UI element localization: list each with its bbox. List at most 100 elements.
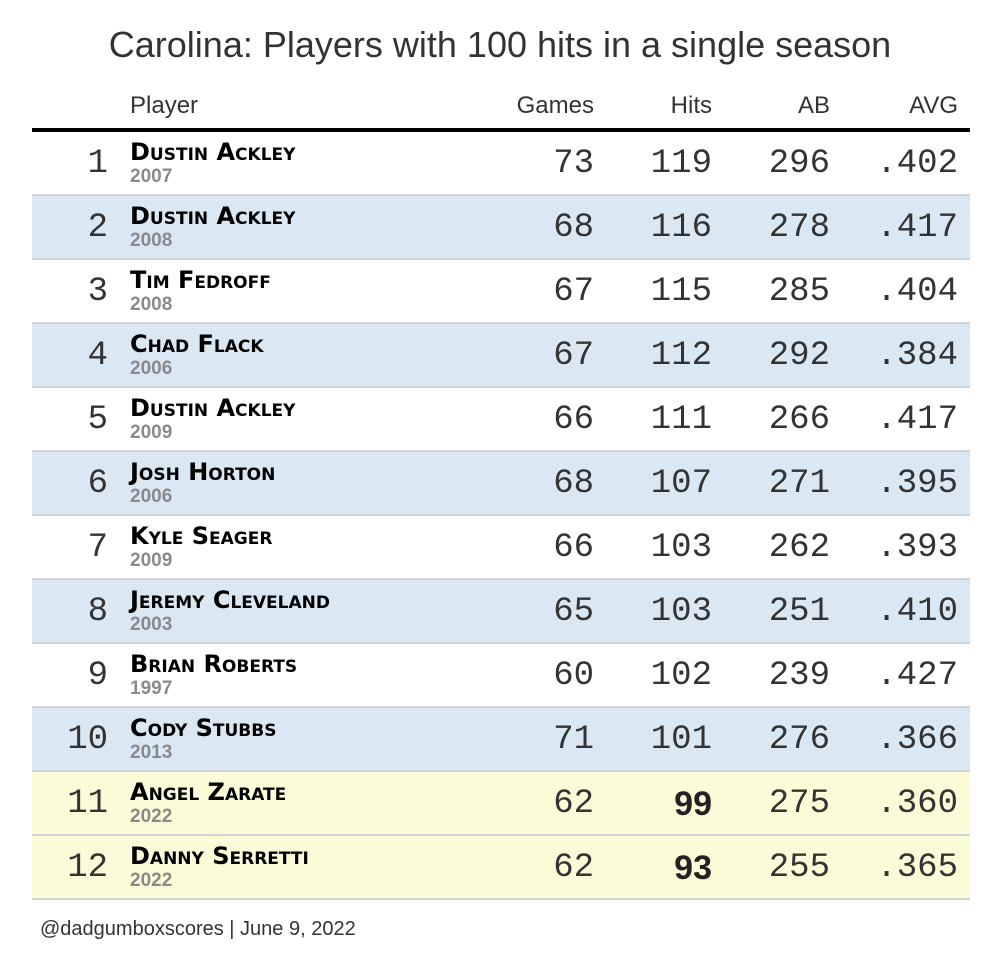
avg-cell: .402 (876, 145, 958, 183)
player-name: Brian Roberts (130, 650, 298, 678)
games-cell: 60 (553, 657, 594, 695)
avg-cell: .393 (876, 529, 958, 567)
season-year: 2009 (130, 422, 173, 443)
hits-cell: 115 (650, 273, 712, 311)
hits-cell: 119 (650, 145, 712, 183)
hits-cell: 112 (650, 337, 712, 375)
table-row: 1 Dustin Ackley 2007 73 119 296 .402 (32, 132, 970, 196)
player-name: Cody Stubbs (130, 714, 277, 742)
player-name: Angel Zarate (130, 778, 287, 806)
player-name: Jeremy Cleveland (130, 586, 330, 614)
season-year: 2022 (130, 870, 173, 891)
season-year: 2008 (130, 294, 173, 315)
player-name: Chad Flack (130, 330, 264, 358)
games-cell: 73 (553, 145, 594, 183)
hits-cell: 102 (650, 657, 712, 695)
season-year: 2003 (130, 614, 173, 635)
avg-cell: .365 (876, 849, 958, 887)
player-name: Dustin Ackley (130, 138, 296, 166)
player-name: Kyle Seager (130, 522, 273, 550)
ab-cell: 278 (768, 209, 830, 247)
hits-cell: 116 (650, 209, 712, 247)
games-cell: 67 (553, 273, 594, 311)
avg-cell: .395 (876, 465, 958, 503)
ab-cell: 251 (768, 593, 830, 631)
avg-cell: .427 (876, 657, 958, 695)
rank-cell: 2 (87, 209, 108, 247)
table-row: 11 Angel Zarate 2022 62 99 275 .360 (32, 772, 970, 836)
season-year: 2007 (130, 166, 173, 187)
rank-cell: 6 (87, 465, 108, 503)
avg-cell: .360 (876, 785, 958, 823)
rank-cell: 8 (87, 593, 108, 631)
table-row: 10 Cody Stubbs 2013 71 101 276 .366 (32, 708, 970, 772)
rank-cell: 10 (67, 721, 108, 759)
season-year: 2009 (130, 550, 173, 571)
rank-cell: 1 (87, 145, 108, 183)
table-row: 6 Josh Horton 2006 68 107 271 .395 (32, 452, 970, 516)
ab-cell: 285 (768, 273, 830, 311)
season-year: 2022 (130, 806, 173, 827)
games-cell: 66 (553, 529, 594, 567)
hits-cell: 101 (650, 721, 712, 759)
season-year: 2013 (130, 742, 173, 763)
ab-cell: 262 (768, 529, 830, 567)
ab-cell: 255 (768, 849, 830, 887)
games-cell: 67 (553, 337, 594, 375)
hits-cell: 103 (650, 593, 712, 631)
avg-cell: .410 (876, 593, 958, 631)
table-header: Player Games Hits AB AVG (32, 80, 970, 132)
ab-cell: 266 (768, 401, 830, 439)
hits-cell: 99 (674, 785, 712, 823)
season-year: 1997 (130, 678, 173, 699)
season-year: 2008 (130, 230, 173, 251)
games-cell: 62 (553, 849, 594, 887)
table-row: 7 Kyle Seager 2009 66 103 262 .393 (32, 516, 970, 580)
column-header-games: Games (516, 92, 594, 119)
games-cell: 65 (553, 593, 594, 631)
rank-cell: 3 (87, 273, 108, 311)
ab-cell: 292 (768, 337, 830, 375)
footer-credit: @dadgumboxscores | June 9, 2022 (40, 918, 356, 940)
ab-cell: 239 (768, 657, 830, 695)
avg-cell: .417 (876, 401, 958, 439)
player-name: Dustin Ackley (130, 202, 296, 230)
ab-cell: 275 (768, 785, 830, 823)
hits-cell: 107 (650, 465, 712, 503)
hits-cell: 103 (650, 529, 712, 567)
avg-cell: .404 (876, 273, 958, 311)
ab-cell: 296 (768, 145, 830, 183)
ab-cell: 271 (768, 465, 830, 503)
chart-title: Carolina: Players with 100 hits in a sin… (108, 24, 892, 65)
avg-cell: .417 (876, 209, 958, 247)
rank-cell: 9 (87, 657, 108, 695)
table-row: 12 Danny Serretti 2022 62 93 255 .365 (32, 836, 970, 900)
games-cell: 68 (553, 465, 594, 503)
table-row: 2 Dustin Ackley 2008 68 116 278 .417 (32, 196, 970, 260)
column-header-ab: AB (797, 92, 830, 119)
stats-table: Player Games Hits AB AVG 1 Dustin Ackley 2… (32, 80, 970, 900)
table-row: 3 Tim Fedroff 2008 67 115 285 .404 (32, 260, 970, 324)
rank-cell: 5 (87, 401, 108, 439)
season-year: 2006 (130, 486, 173, 507)
games-cell: 66 (553, 401, 594, 439)
player-name: Dustin Ackley (130, 394, 296, 422)
column-header-hits: Hits (670, 92, 712, 119)
player-name: Tim Fedroff (130, 266, 271, 294)
table-row: 5 Dustin Ackley 2009 66 111 266 .417 (32, 388, 970, 452)
table-row: 4 Chad Flack 2006 67 112 292 .384 (32, 324, 970, 388)
rank-cell: 12 (67, 849, 108, 887)
table-row: 8 Jeremy Cleveland 2003 65 103 251 .410 (32, 580, 970, 644)
table-body: 1 Dustin Ackley 2007 73 119 296.402 2 Dustin Ac… (32, 132, 970, 900)
rank-cell: 7 (87, 529, 108, 567)
games-cell: 62 (553, 785, 594, 823)
games-cell: 68 (553, 209, 594, 247)
column-header-avg: AVG (909, 92, 958, 119)
table-row: 9 Brian Roberts 1997 60 102 239 .427 (32, 644, 970, 708)
avg-cell: .366 (876, 721, 958, 759)
player-name: Danny Serretti (130, 842, 309, 870)
column-header-player: Player (130, 92, 199, 119)
hits-cell: 111 (650, 401, 712, 439)
season-year: 2006 (130, 358, 173, 379)
rank-cell: 11 (67, 785, 108, 823)
